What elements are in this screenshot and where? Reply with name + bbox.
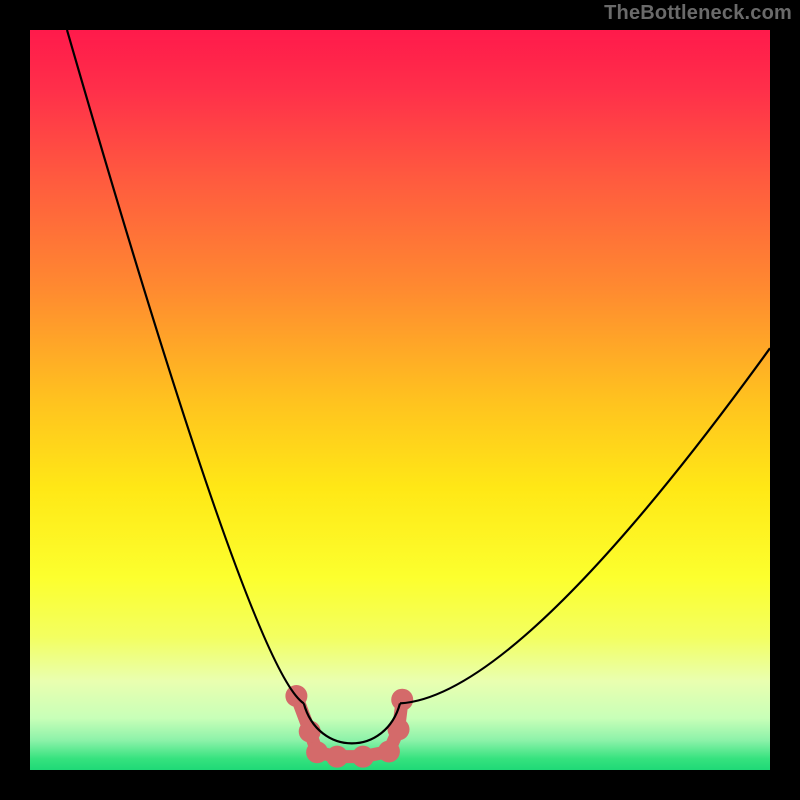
gradient-background — [30, 30, 770, 770]
chart-container: TheBottleneck.com — [0, 0, 800, 800]
plot-area — [30, 30, 770, 770]
watermark-text: TheBottleneck.com — [604, 2, 792, 25]
